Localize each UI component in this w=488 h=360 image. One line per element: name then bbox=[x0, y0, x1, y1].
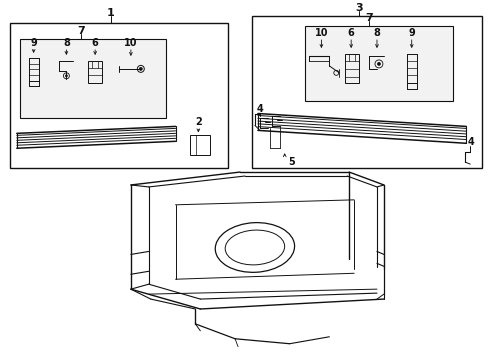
Text: 7: 7 bbox=[365, 13, 372, 23]
Text: 9: 9 bbox=[407, 28, 414, 38]
Ellipse shape bbox=[65, 75, 67, 77]
Text: 1: 1 bbox=[107, 8, 115, 18]
Text: 4: 4 bbox=[467, 137, 474, 147]
Text: 6: 6 bbox=[92, 38, 99, 48]
Text: 8: 8 bbox=[63, 38, 70, 48]
Text: 6: 6 bbox=[347, 28, 354, 38]
Bar bbox=[251, 16, 481, 168]
Ellipse shape bbox=[377, 62, 380, 66]
Ellipse shape bbox=[139, 67, 142, 70]
Text: 10: 10 bbox=[314, 28, 327, 38]
Bar bbox=[304, 26, 452, 100]
Text: 10: 10 bbox=[124, 38, 137, 48]
Text: 8: 8 bbox=[373, 28, 380, 38]
Text: 7: 7 bbox=[77, 26, 85, 36]
Bar bbox=[88, 61, 102, 83]
Text: 3: 3 bbox=[355, 3, 362, 13]
Text: 9: 9 bbox=[30, 38, 37, 48]
Bar bbox=[10, 23, 228, 168]
Text: 4: 4 bbox=[256, 104, 263, 113]
Bar bbox=[20, 39, 165, 118]
Bar bbox=[190, 135, 210, 155]
Bar bbox=[345, 54, 358, 83]
Text: 5: 5 bbox=[287, 157, 294, 167]
Text: 2: 2 bbox=[195, 117, 202, 127]
